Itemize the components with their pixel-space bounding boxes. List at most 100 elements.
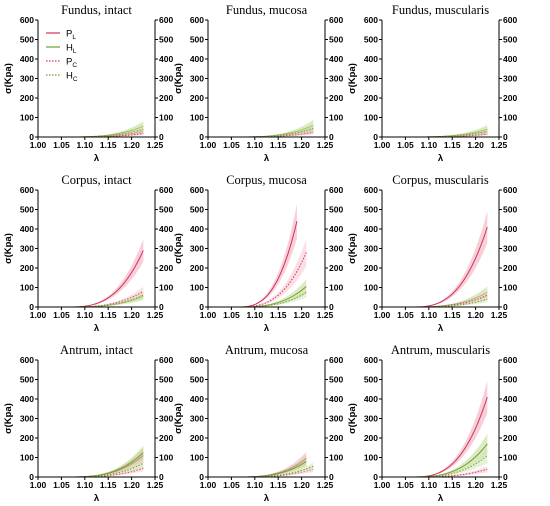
y-tick-label: 0 (199, 302, 204, 312)
y-tick-label-right: 300 (159, 244, 173, 254)
panel-title: Fundus, muscularis (392, 3, 489, 17)
y-tick-label: 500 (20, 375, 34, 385)
x-tick-label: 1.20 (467, 140, 484, 150)
y-tick-label: 500 (20, 35, 34, 45)
series-band (410, 381, 488, 477)
y-tick-label: 200 (20, 433, 34, 443)
y-tick-label: 0 (373, 132, 378, 142)
y-tick-label: 600 (20, 15, 34, 25)
x-axis-label: λ (264, 493, 270, 504)
x-tick-label: 1.25 (491, 480, 508, 490)
y-tick-label-right: 300 (503, 244, 517, 254)
series-line (208, 252, 307, 308)
x-tick-label: 1.15 (444, 140, 461, 150)
series-band (66, 465, 144, 477)
y-tick-label-right: 300 (503, 414, 517, 424)
series-band (236, 287, 307, 307)
y-tick-label: 600 (20, 185, 34, 195)
y-tick-label-right: 100 (159, 453, 173, 463)
x-tick-label: 1.10 (247, 140, 264, 150)
y-tick-label: 100 (364, 453, 378, 463)
y-tick-label-right: 200 (159, 263, 173, 273)
y-tick-label-right: 500 (503, 375, 517, 385)
x-tick-label: 1.00 (30, 480, 47, 490)
panel-title: Corpus, intact (61, 173, 132, 187)
series-band (236, 129, 314, 137)
series-band (236, 462, 314, 477)
x-tick-label: 1.20 (293, 480, 310, 490)
panel: Fundus, muscularis 1.00 1.05 1.10 1.15 1.20 1.… (347, 3, 517, 164)
y-tick-label: 300 (364, 414, 378, 424)
series-band (410, 296, 488, 307)
panel-title: Antrum, muscularis (391, 343, 490, 357)
x-tick-label: 1.25 (491, 140, 508, 150)
y-tick-label-right: 500 (159, 205, 173, 215)
y-tick-label-right: 200 (159, 93, 173, 103)
y-axis-label: σ(Kpa) (173, 233, 184, 264)
x-tick-label: 1.10 (421, 140, 438, 150)
x-tick-label: 1.00 (200, 310, 217, 320)
y-tick-label-right: 300 (503, 74, 517, 84)
y-tick-label: 500 (364, 205, 378, 215)
y-tick-label-right: 300 (329, 414, 343, 424)
y-tick-label-right: 100 (503, 283, 517, 293)
y-tick-label-right: 200 (329, 93, 343, 103)
y-tick-label-right: 100 (503, 113, 517, 123)
y-tick-label-right: 0 (329, 132, 334, 142)
x-tick-label: 1.05 (223, 140, 240, 150)
panel-title: Fundus, mucosa (226, 3, 308, 17)
y-tick-label-right: 600 (503, 185, 517, 195)
x-tick-label: 1.25 (317, 310, 334, 320)
x-tick-label: 1.15 (270, 310, 287, 320)
y-tick-label: 500 (190, 205, 204, 215)
series-band (66, 445, 144, 477)
y-tick-label: 400 (364, 224, 378, 234)
y-tick-label: 0 (199, 472, 204, 482)
y-tick-label: 300 (190, 244, 204, 254)
y-axis-label: σ(Kpa) (347, 63, 358, 94)
y-tick-label-right: 500 (159, 35, 173, 45)
y-tick-label: 0 (29, 472, 34, 482)
y-tick-label: 0 (373, 472, 378, 482)
y-tick-label-right: 600 (159, 185, 173, 195)
x-tick-label: 1.05 (397, 140, 414, 150)
y-tick-label-right: 200 (503, 93, 517, 103)
y-tick-label: 600 (190, 15, 204, 25)
series-band (66, 286, 144, 307)
y-tick-label: 300 (364, 74, 378, 84)
x-tick-label: 1.05 (397, 310, 414, 320)
x-axis-label: λ (264, 153, 270, 164)
y-tick-label: 500 (20, 205, 34, 215)
panel-title: Corpus, muscularis (392, 173, 489, 187)
y-tick-label-right: 100 (329, 283, 343, 293)
y-tick-label-right: 500 (159, 375, 173, 385)
y-axis-label: σ(Kpa) (347, 233, 358, 264)
series-band (236, 204, 297, 307)
x-tick-label: 1.05 (223, 310, 240, 320)
y-tick-label: 300 (364, 244, 378, 254)
y-tick-label-right: 200 (329, 433, 343, 443)
x-tick-label: 1.20 (467, 480, 484, 490)
x-tick-label: 1.15 (100, 480, 117, 490)
y-tick-label: 400 (190, 224, 204, 234)
y-tick-label-right: 400 (329, 394, 343, 404)
y-tick-label-right: 100 (159, 113, 173, 123)
y-tick-label: 400 (364, 54, 378, 64)
y-tick-label: 500 (190, 375, 204, 385)
y-axis-label: σ(Kpa) (3, 403, 14, 434)
x-tick-label: 1.05 (223, 480, 240, 490)
legend-label: HC (66, 71, 78, 84)
x-axis-label: λ (438, 153, 444, 164)
y-tick-label: 100 (190, 113, 204, 123)
y-tick-label: 300 (20, 414, 34, 424)
x-tick-label: 1.25 (317, 140, 334, 150)
y-tick-label: 200 (190, 433, 204, 443)
x-tick-label: 1.05 (53, 140, 70, 150)
y-tick-label: 400 (190, 54, 204, 64)
series-band (236, 238, 307, 307)
x-tick-label: 1.05 (53, 480, 70, 490)
y-tick-label: 400 (190, 394, 204, 404)
x-tick-label: 1.20 (123, 140, 140, 150)
